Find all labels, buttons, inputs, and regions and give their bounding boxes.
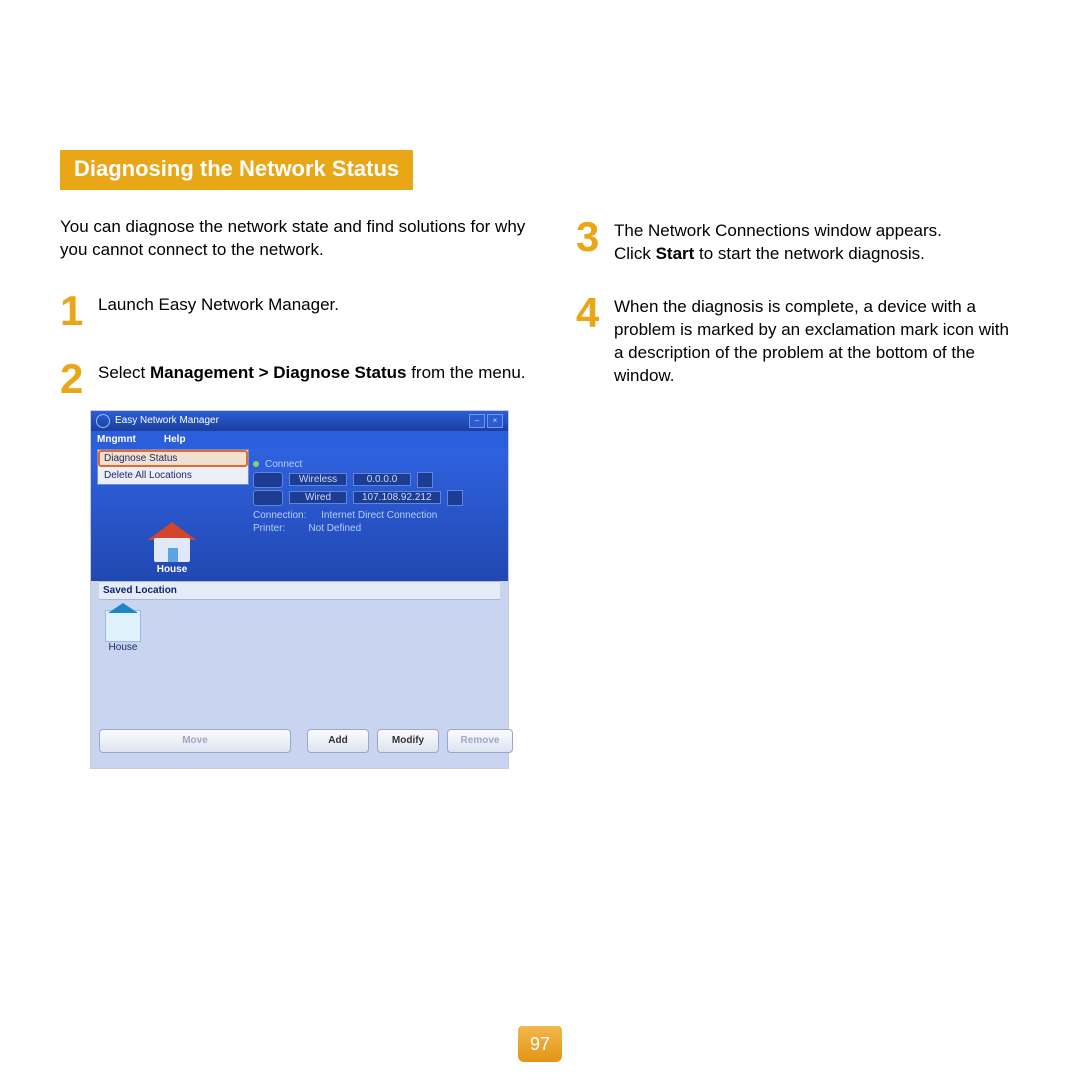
text-run: from the menu. — [406, 363, 525, 382]
app-icon — [96, 414, 110, 428]
saved-location-item[interactable]: House — [105, 610, 141, 653]
menu-mngmnt[interactable]: Mngmnt — [97, 434, 136, 445]
saved-location-label: House — [109, 642, 138, 653]
step-text: The Network Connections window appears. … — [614, 216, 942, 266]
step-text: Launch Easy Network Manager. — [98, 290, 339, 332]
page-number: 97 — [518, 1026, 562, 1062]
text-run: The Network Connections window appears. — [614, 221, 942, 240]
step-1: 1 Launch Easy Network Manager. — [60, 290, 540, 332]
connection-label: Connection: — [253, 510, 306, 521]
right-column: 3 The Network Connections window appears… — [576, 216, 1020, 769]
step-4: 4 When the diagnosis is complete, a devi… — [576, 292, 1020, 388]
wireless-label: Wireless — [289, 473, 347, 486]
text-run: Select — [98, 363, 150, 382]
add-button[interactable]: Add — [307, 729, 369, 753]
wired-label: Wired — [289, 491, 347, 504]
window-title: Easy Network Manager — [115, 415, 219, 426]
menu-item-diagnose-status[interactable]: Diagnose Status — [98, 450, 248, 467]
lower-panel: Saved Location House Move Add Modify Rem… — [91, 581, 508, 761]
adapter-icon — [253, 490, 283, 506]
settings-icon[interactable] — [417, 472, 433, 488]
left-column: You can diagnose the network state and f… — [60, 216, 540, 769]
modify-button[interactable]: Modify — [377, 729, 439, 753]
upper-panel: Diagnose Status Delete All Locations Hou… — [91, 449, 508, 581]
step-number: 1 — [60, 290, 88, 332]
menu-item-delete-all-locations[interactable]: Delete All Locations — [98, 467, 248, 484]
connection-info: Connect Wireless 0.0.0.0 Wired 107.108.92.… — [253, 455, 502, 575]
wired-ip: 107.108.92.212 — [353, 491, 441, 504]
location-label: House — [157, 564, 188, 575]
settings-icon[interactable] — [447, 490, 463, 506]
step-3: 3 The Network Connections window appears… — [576, 216, 1020, 266]
intro-text: You can diagnose the network state and f… — [60, 216, 540, 262]
printer-value: Not Defined — [308, 523, 361, 534]
window-menubar: Mngmnt Help — [91, 431, 508, 449]
close-icon[interactable]: × — [487, 414, 503, 428]
section-heading: Diagnosing the Network Status — [60, 150, 413, 190]
step-text: Select Management > Diagnose Status from… — [98, 358, 526, 400]
step-number: 4 — [576, 292, 604, 388]
text-run: Click — [614, 244, 656, 263]
mngmnt-dropdown: Diagnose Status Delete All Locations — [97, 449, 249, 485]
window-titlebar: Easy Network Manager – × — [91, 411, 508, 431]
step-text: When the diagnosis is complete, a device… — [614, 292, 1020, 388]
house-icon — [105, 610, 141, 642]
bottom-buttons: Move Add Modify Remove — [99, 729, 500, 753]
move-button[interactable]: Move — [99, 729, 291, 753]
screenshot-window: Easy Network Manager – × Mngmnt Help Dia… — [90, 410, 509, 769]
wireless-ip: 0.0.0.0 — [353, 473, 411, 486]
connect-label: Connect — [265, 459, 302, 470]
bold-run: Start — [656, 244, 695, 263]
status-dot-icon — [253, 461, 259, 467]
remove-button[interactable]: Remove — [447, 729, 513, 753]
step-number: 3 — [576, 216, 604, 266]
saved-location-header: Saved Location — [99, 581, 500, 600]
content-columns: You can diagnose the network state and f… — [60, 216, 1020, 769]
step-2: 2 Select Management > Diagnose Status fr… — [60, 358, 540, 400]
text-run: to start the network diagnosis. — [694, 244, 925, 263]
connection-value: Internet Direct Connection — [321, 510, 437, 521]
minimize-icon[interactable]: – — [469, 414, 485, 428]
printer-label: Printer: — [253, 523, 285, 534]
menu-help[interactable]: Help — [164, 434, 186, 445]
adapter-icon — [253, 472, 283, 488]
step-number: 2 — [60, 358, 88, 400]
house-icon — [148, 522, 196, 562]
bold-run: Management > Diagnose Status — [150, 363, 406, 382]
